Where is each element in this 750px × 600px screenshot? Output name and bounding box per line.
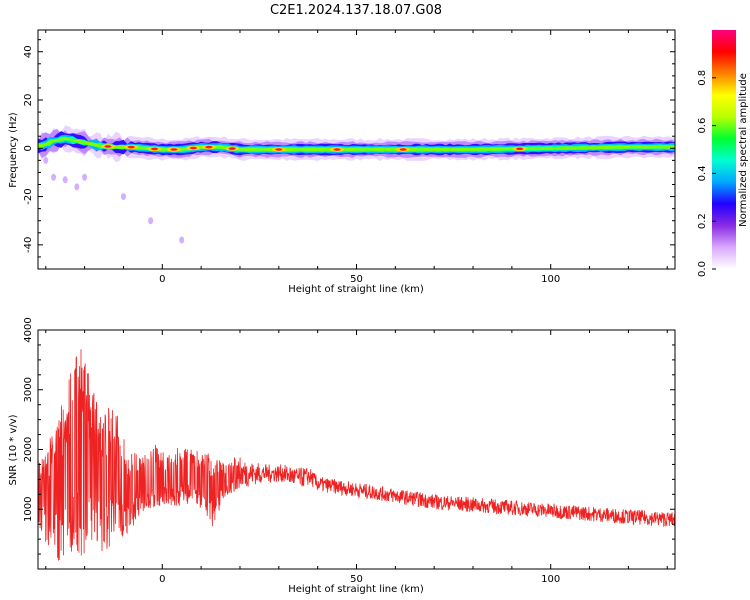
heatmap-blob — [179, 236, 185, 244]
colorbar: 0.0 0.2 0.4 0.6 0.8 Normalized spectral ampl… — [697, 30, 749, 277]
colorbar-tick-label: 0.8 — [697, 70, 708, 86]
heatmap-hot-core — [170, 148, 178, 151]
heatmap-blob — [82, 173, 88, 181]
heatmap-x-tick-label: 50 — [350, 274, 363, 285]
colorbar-tick-label: 0.2 — [697, 213, 708, 229]
snr-y-axis-label: SNR (10 * v/v) — [8, 414, 19, 485]
snr-x-tick-label: 0 — [159, 574, 165, 585]
snr-ticks: 0 50 100 1000 2000 3000 4000 — [23, 317, 675, 585]
heatmap-x-tick-label: 0 — [159, 274, 165, 285]
heatmap-panel: 0 50 100 40 20 0 -20 -40 Height of straight lin… — [8, 29, 676, 295]
colorbar-tick-label: 0.4 — [697, 165, 708, 181]
snr-y-tick-label: 3000 — [23, 377, 34, 402]
heatmap-blob — [51, 173, 57, 181]
snr-x-axis-label: Height of straight line (km) — [288, 584, 424, 595]
snr-plot-area — [38, 330, 675, 569]
snr-panel: 0 50 100 1000 2000 3000 4000 Height of straigh… — [8, 317, 676, 595]
heatmap-y-tick-label: -40 — [23, 237, 34, 253]
heatmap-y-tick-label: 0 — [23, 145, 34, 151]
chart-title: C2E1.2024.137.18.07.G08 — [270, 3, 442, 18]
colorbar-ticks: 0.0 0.2 0.4 0.6 0.8 — [697, 70, 716, 277]
heatmap-hot-core — [189, 146, 197, 150]
heatmap-hot-core — [104, 145, 112, 148]
heatmap-x-axis-label: Height of straight line (km) — [288, 284, 424, 295]
colorbar-tick-label: 0.0 — [697, 261, 708, 277]
snr-y-tick-label: 1000 — [23, 497, 34, 522]
heatmap-ticks: 0 50 100 40 20 0 -20 -40 — [23, 30, 675, 285]
heatmap-hot-core — [275, 148, 283, 151]
snr-x-tick-label: 50 — [350, 574, 363, 585]
heatmap-hot-core — [516, 147, 524, 151]
colorbar-label: Normalized spectral amplitude — [738, 73, 749, 227]
heatmap-blob — [74, 183, 80, 191]
heatmap-blob — [120, 193, 126, 201]
heatmap-x-tick-label: 100 — [541, 274, 560, 285]
snr-x-tick-label: 100 — [541, 574, 560, 585]
heatmap-marks — [38, 125, 675, 244]
heatmap-y-tick-label: 20 — [23, 94, 34, 107]
snr-series-line — [38, 349, 675, 561]
heatmap-hot-core — [333, 148, 341, 151]
heatmap-y-tick-label: 40 — [23, 45, 34, 58]
heatmap-hot-core — [151, 147, 159, 151]
heatmap-hot-core — [228, 147, 236, 150]
heatmap-blob — [148, 217, 154, 225]
heatmap-hot-core — [399, 148, 407, 151]
heatmap-y-axis-label: Frequency (Hz) — [8, 112, 19, 188]
colorbar-tick-label: 0.6 — [697, 118, 708, 134]
heatmap-hot-core — [205, 145, 213, 149]
colorbar-gradient-bar — [712, 30, 736, 269]
heatmap-blob — [43, 156, 49, 164]
snr-y-tick-label: 2000 — [23, 437, 34, 462]
snr-y-tick-label: 4000 — [23, 317, 34, 342]
heatmap-blob — [62, 176, 68, 184]
heatmap-hot-core — [127, 145, 135, 149]
heatmap-y-tick-label: -20 — [23, 188, 34, 204]
